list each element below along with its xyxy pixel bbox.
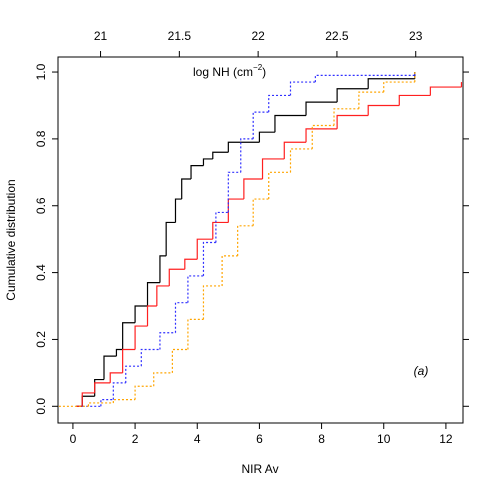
cdf-step [174,302,188,333]
cdf-step [311,124,335,149]
cdf-step [237,225,254,256]
cdf-step [190,165,204,179]
cdf-step [187,275,204,303]
cdf-step [202,241,216,276]
top-axis-label-sup: −2 [253,63,263,72]
cdf-step [305,128,338,143]
annotation: (a) [414,364,429,378]
cdf-step [221,255,238,286]
y-tick-label: 0.2 [34,331,48,348]
cdf-step [383,81,415,93]
cdf-step [112,382,126,400]
cdf-step [212,221,229,240]
cdf-step [261,158,285,179]
x2-tick-label: 21.5 [168,29,192,43]
cdf-step [156,285,170,307]
x2-tick-label: 22 [251,29,265,43]
cdf-step [159,255,167,283]
x-tick-label: 2 [132,432,139,446]
cdf-step [81,392,95,407]
cdf-step [336,88,369,103]
cdf-step [283,141,307,159]
x2-tick-label: 22.5 [325,29,349,43]
cdf-step [367,78,415,89]
cdf-step [274,114,307,133]
x-tick-label: 8 [318,432,325,446]
cdf-step [336,114,369,129]
cdf-step [227,141,260,153]
cdf-step [125,365,142,383]
cdf-step [227,198,244,223]
cdf-step [168,268,185,286]
x-tick-label: 12 [439,432,453,446]
x-tick-label: 4 [194,432,201,446]
cdf-step [94,378,105,397]
cdf-step [159,332,176,350]
cdf-step [146,305,157,327]
cdf-step [122,322,136,350]
cdf-step [240,138,254,173]
y-tick-label: 0.4 [34,264,48,281]
y-tick-label: 1.0 [34,63,48,80]
x-axis-label: NIR Av [241,462,278,476]
cdf-step [134,385,154,400]
cdf-step [112,399,136,403]
x-tick-label: 10 [377,432,391,446]
cdf-step [115,348,123,357]
cdf-step [171,348,188,373]
x2-tick-label: 23 [409,29,423,43]
cdf-step [429,86,462,96]
top-axis-label: log NH (cm−2) [193,63,266,79]
cdf-step [305,101,338,116]
x-tick-label: 6 [256,432,263,446]
cdf-step [165,221,176,256]
plot-frame [57,56,464,424]
cdf-step [258,131,275,143]
cdf-step [103,355,117,380]
y-axis-label: Cumulative distribution [4,179,18,300]
cdf-step [153,372,173,387]
cdf-step [87,402,114,407]
cdf-step [140,348,160,367]
cdf-step [202,158,213,166]
cdf-step [196,238,213,260]
cdf-step [252,111,269,139]
y-tick-label: 0.6 [34,197,48,214]
top-axis-label-text: log NH (cm [193,65,253,79]
y-tick-label: 0.8 [34,130,48,147]
top-axis-label-suffix: ) [262,65,266,79]
cdf-step [314,74,415,83]
cdf-step [187,318,204,350]
cdf-step [212,151,229,159]
cdf-step [268,171,291,200]
cdf-step [184,258,198,270]
cdf-step [181,178,192,200]
cdf-step [289,81,316,96]
cdf-step [215,211,229,243]
cdf-step [134,305,148,323]
cdf-step [268,94,291,113]
cdf-step [122,348,136,373]
cdf-step [243,178,263,200]
cdf-step [109,372,123,383]
cdf-step [227,171,241,213]
cdf-step [367,104,400,116]
y-tick-label: 0.0 [34,398,48,415]
cdf-step [358,91,384,109]
cdf-step [94,382,111,393]
cdf-step [146,282,160,307]
cdf-step [134,325,148,350]
cdf-step [202,285,223,320]
x2-tick-label: 21 [94,29,108,43]
cdf-step [398,94,431,106]
cdf-step [333,108,359,126]
cdf-step [289,148,313,173]
cdf-step [252,198,269,226]
x-tick-label: 0 [70,432,77,446]
cdf-step [174,198,182,223]
